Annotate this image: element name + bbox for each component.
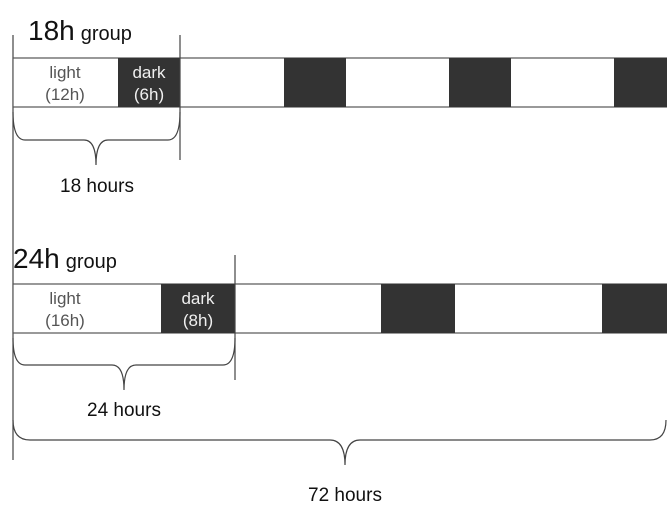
cycle-strip [12, 283, 667, 334]
dark-block [381, 284, 455, 333]
brace [12, 419, 667, 466]
dark-block [449, 58, 511, 107]
group-title: 24h group [13, 243, 117, 274]
dark-label: dark [132, 63, 166, 82]
dark-label: dark [181, 289, 215, 308]
light-label: light [49, 63, 80, 82]
period-label: 18 hours [60, 176, 134, 197]
dark-block [602, 284, 667, 333]
light-label: light [49, 289, 80, 308]
dark-duration: (6h) [134, 85, 164, 104]
light-duration: (12h) [45, 85, 85, 104]
dark-block [161, 284, 235, 333]
brace [12, 111, 181, 166]
dark-block [284, 58, 346, 107]
group-title: 18h group [28, 15, 132, 46]
period-label: 24 hours [87, 400, 161, 421]
dark-block [614, 58, 667, 107]
total-label: 72 hours [308, 485, 382, 506]
dark-block [118, 58, 180, 107]
light-duration: (16h) [45, 311, 85, 330]
brace [12, 337, 236, 391]
dark-duration: (8h) [183, 311, 213, 330]
